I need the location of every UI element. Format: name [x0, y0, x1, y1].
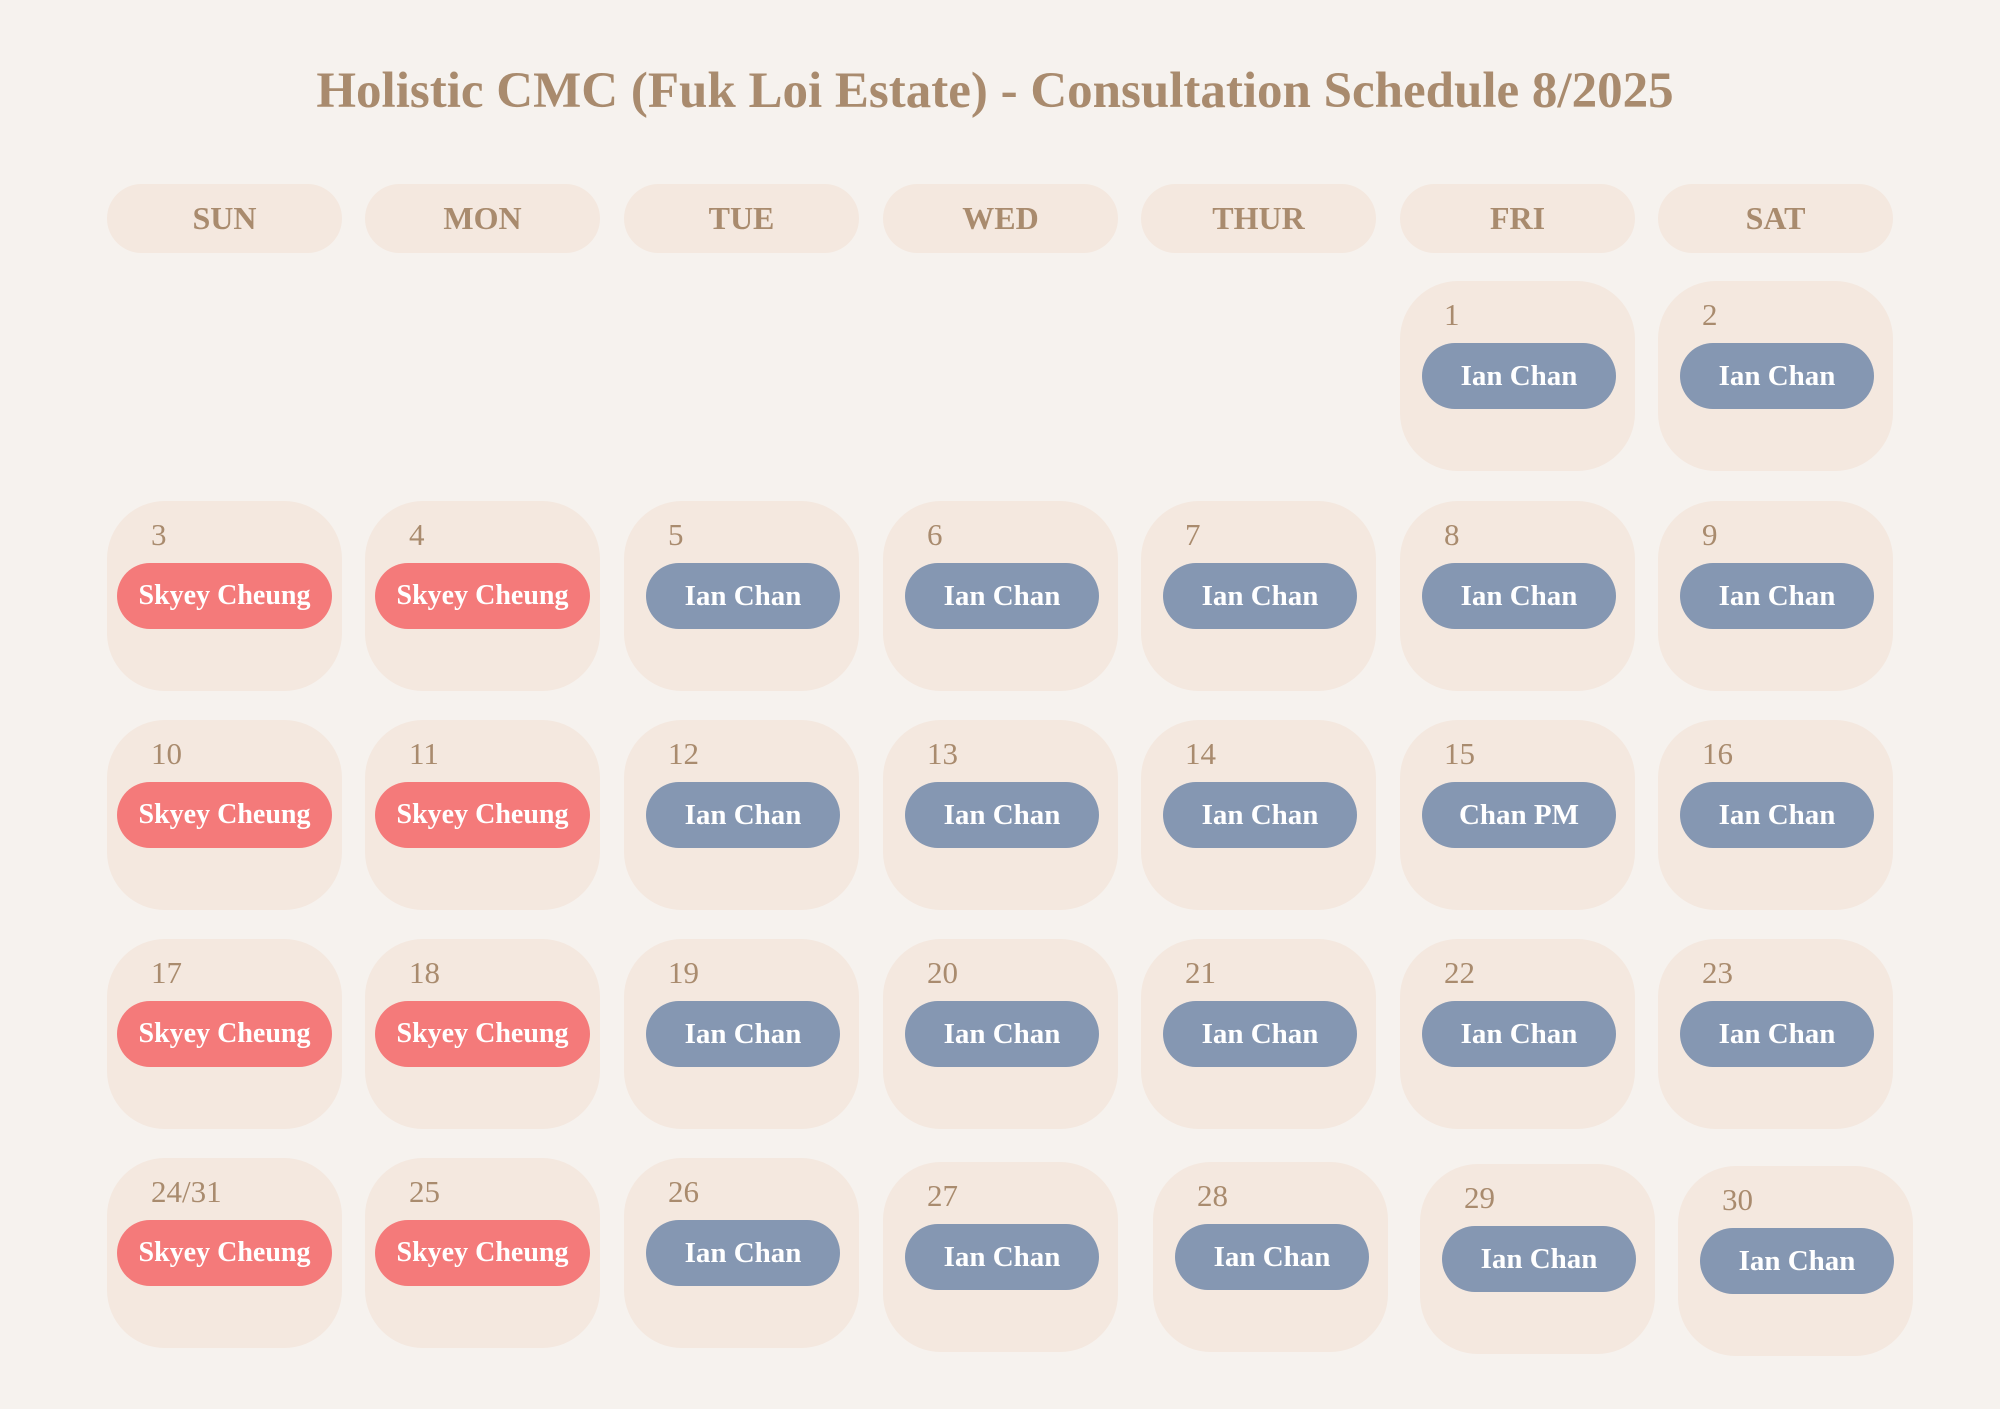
- day-number: 10: [151, 736, 182, 771]
- doctor-badge: Ian Chan: [905, 1224, 1099, 1290]
- weekday-sun: SUN: [107, 184, 342, 253]
- doctor-badge: Ian Chan: [905, 782, 1099, 848]
- day-number: 17: [151, 955, 182, 990]
- day-cell: 16 Ian Chan: [1658, 720, 1893, 910]
- day-cell: 14 Ian Chan: [1141, 720, 1376, 910]
- day-number: 19: [668, 955, 699, 990]
- day-number: 26: [668, 1174, 699, 1209]
- day-cell: 8 Ian Chan: [1400, 501, 1635, 691]
- doctor-badge: Skyey Cheung: [117, 1220, 332, 1286]
- doctor-badge: Ian Chan: [646, 1001, 840, 1067]
- day-number: 20: [927, 955, 958, 990]
- day-cell: 9 Ian Chan: [1658, 501, 1893, 691]
- weekday-sat: SAT: [1658, 184, 1893, 253]
- day-cell: 29 Ian Chan: [1420, 1164, 1655, 1354]
- day-number: 9: [1702, 517, 1718, 552]
- doctor-badge: Ian Chan: [1680, 563, 1874, 629]
- day-cell: 25 Skyey Cheung: [365, 1158, 600, 1348]
- day-number: 1: [1444, 297, 1460, 332]
- day-number: 30: [1722, 1182, 1753, 1217]
- doctor-badge: Chan PM: [1422, 782, 1616, 848]
- doctor-badge: Ian Chan: [905, 563, 1099, 629]
- doctor-badge: Skyey Cheung: [117, 782, 332, 848]
- doctor-badge: Skyey Cheung: [375, 782, 590, 848]
- doctor-badge: Ian Chan: [1422, 563, 1616, 629]
- day-cell: 3 Skyey Cheung: [107, 501, 342, 691]
- day-cell: 2 Ian Chan: [1658, 281, 1893, 471]
- day-number: 15: [1444, 736, 1475, 771]
- doctor-badge: Ian Chan: [1422, 1001, 1616, 1067]
- weekday-thur: THUR: [1141, 184, 1376, 253]
- day-number: 27: [927, 1178, 958, 1213]
- day-cell: 10 Skyey Cheung: [107, 720, 342, 910]
- day-number: 18: [409, 955, 440, 990]
- day-number: 25: [409, 1174, 440, 1209]
- day-number: 2: [1702, 297, 1718, 332]
- day-cell: 27 Ian Chan: [883, 1162, 1118, 1352]
- day-number: 4: [409, 517, 425, 552]
- doctor-badge: Ian Chan: [646, 563, 840, 629]
- day-number: 13: [927, 736, 958, 771]
- page-title: Holistic CMC (Fuk Loi Estate) - Consulta…: [316, 63, 1674, 119]
- doctor-badge: Ian Chan: [1700, 1228, 1894, 1294]
- day-cell: 12 Ian Chan: [624, 720, 859, 910]
- doctor-badge: Ian Chan: [1163, 563, 1357, 629]
- day-cell: 24/31 Skyey Cheung: [107, 1158, 342, 1348]
- day-number: 14: [1185, 736, 1216, 771]
- day-cell: 15 Chan PM: [1400, 720, 1635, 910]
- day-number: 21: [1185, 955, 1216, 990]
- day-number: 7: [1185, 517, 1201, 552]
- day-number: 6: [927, 517, 943, 552]
- day-number: 11: [409, 736, 439, 771]
- day-number: 24/31: [151, 1174, 222, 1209]
- day-number: 22: [1444, 955, 1475, 990]
- day-cell: 28 Ian Chan: [1153, 1162, 1388, 1352]
- weekday-mon: MON: [365, 184, 600, 253]
- day-number: 23: [1702, 955, 1733, 990]
- day-cell: 18 Skyey Cheung: [365, 939, 600, 1129]
- doctor-badge: Ian Chan: [1680, 343, 1874, 409]
- weekday-tue: TUE: [624, 184, 859, 253]
- day-cell: 21 Ian Chan: [1141, 939, 1376, 1129]
- doctor-badge: Skyey Cheung: [117, 1001, 332, 1067]
- day-cell: 13 Ian Chan: [883, 720, 1118, 910]
- day-cell: 30 Ian Chan: [1678, 1166, 1913, 1356]
- day-number: 29: [1464, 1180, 1495, 1215]
- doctor-badge: Ian Chan: [1175, 1224, 1369, 1290]
- doctor-badge: Ian Chan: [1442, 1226, 1636, 1292]
- doctor-badge: Skyey Cheung: [375, 563, 590, 629]
- day-cell: 1 Ian Chan: [1400, 281, 1635, 471]
- day-cell: 22 Ian Chan: [1400, 939, 1635, 1129]
- day-cell: 5 Ian Chan: [624, 501, 859, 691]
- doctor-badge: Skyey Cheung: [375, 1001, 590, 1067]
- doctor-badge: Ian Chan: [1422, 343, 1616, 409]
- doctor-badge: Skyey Cheung: [117, 563, 332, 629]
- day-cell: 7 Ian Chan: [1141, 501, 1376, 691]
- weekday-fri: FRI: [1400, 184, 1635, 253]
- doctor-badge: Ian Chan: [1163, 782, 1357, 848]
- doctor-badge: Ian Chan: [1680, 782, 1874, 848]
- doctor-badge: Skyey Cheung: [375, 1220, 590, 1286]
- day-cell: 23 Ian Chan: [1658, 939, 1893, 1129]
- day-number: 16: [1702, 736, 1733, 771]
- day-number: 5: [668, 517, 684, 552]
- doctor-badge: Ian Chan: [905, 1001, 1099, 1067]
- doctor-badge: Ian Chan: [646, 1220, 840, 1286]
- day-cell: 4 Skyey Cheung: [365, 501, 600, 691]
- doctor-badge: Ian Chan: [646, 782, 840, 848]
- day-cell: 19 Ian Chan: [624, 939, 859, 1129]
- day-number: 3: [151, 517, 167, 552]
- day-number: 12: [668, 736, 699, 771]
- doctor-badge: Ian Chan: [1680, 1001, 1874, 1067]
- day-cell: 26 Ian Chan: [624, 1158, 859, 1348]
- weekday-wed: WED: [883, 184, 1118, 253]
- day-cell: 11 Skyey Cheung: [365, 720, 600, 910]
- day-number: 28: [1197, 1178, 1228, 1213]
- day-cell: 17 Skyey Cheung: [107, 939, 342, 1129]
- doctor-badge: Ian Chan: [1163, 1001, 1357, 1067]
- day-cell: 6 Ian Chan: [883, 501, 1118, 691]
- day-cell: 20 Ian Chan: [883, 939, 1118, 1129]
- day-number: 8: [1444, 517, 1460, 552]
